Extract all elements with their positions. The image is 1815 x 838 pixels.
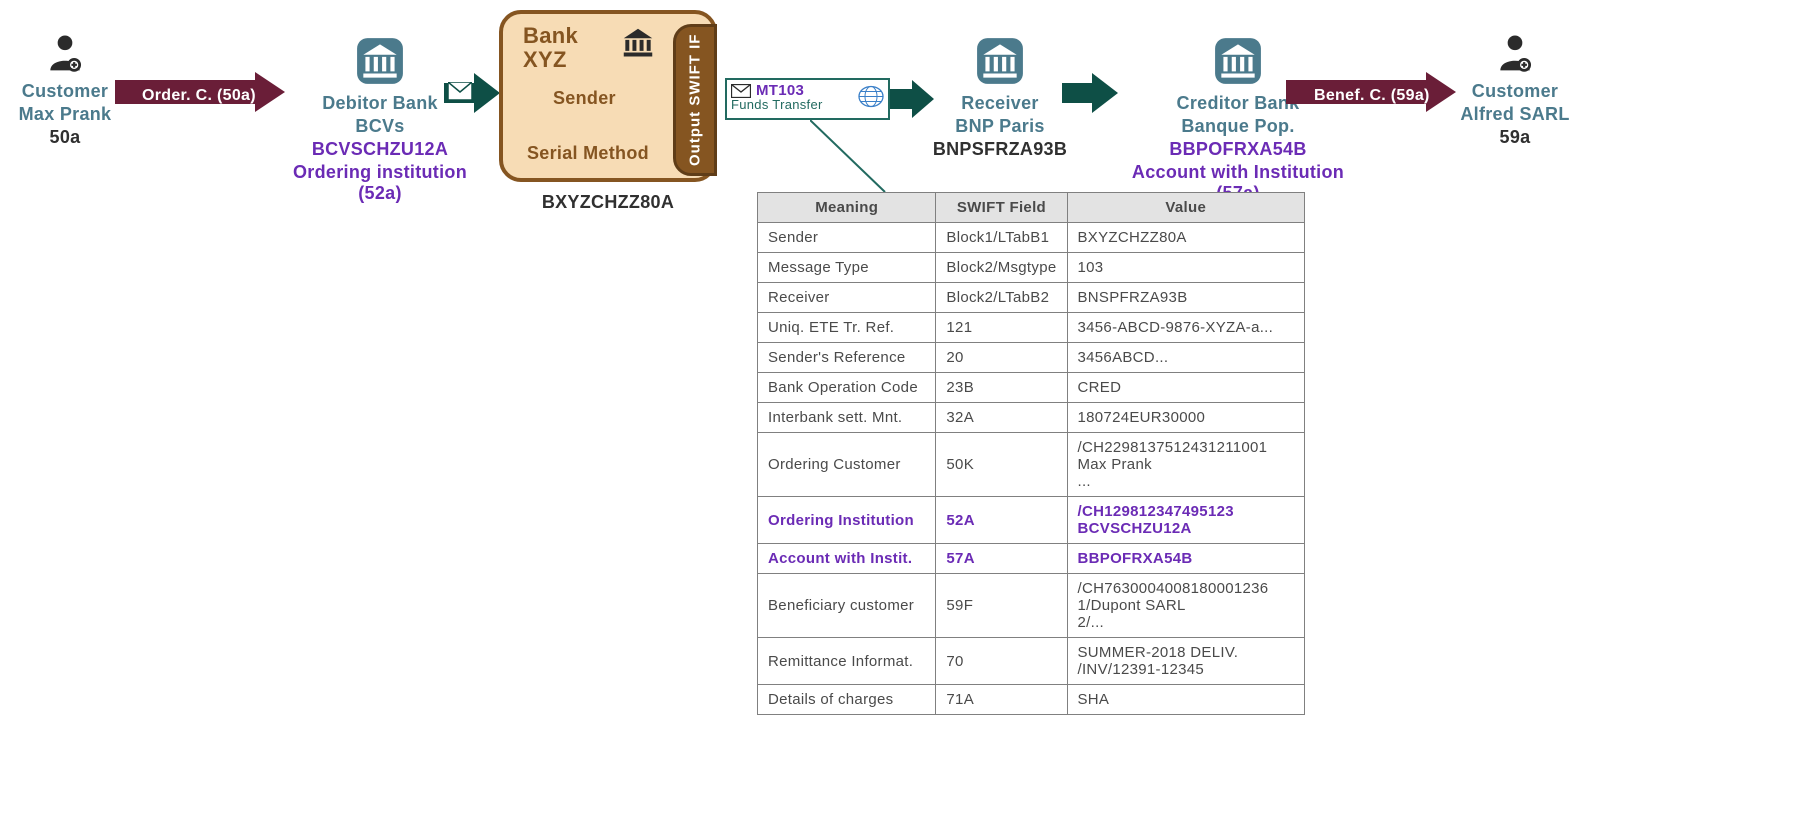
table-cell: BXYZCHZZ80A: [1067, 223, 1305, 253]
bankxyz-name: Bank XYZ: [523, 24, 578, 72]
table-row: ReceiverBlock2/LTabB2BNSPFRZA93B: [758, 283, 1305, 313]
table-cell: Message Type: [758, 253, 936, 283]
table-cell: 70: [936, 638, 1067, 685]
table-row: Beneficiary customer59F/CH76300040081800…: [758, 574, 1305, 638]
receiver-bank: Receiver BNP Paris BNPSFRZA93B: [930, 36, 1070, 160]
table-cell: 50K: [936, 433, 1067, 497]
table-row: Details of charges71ASHA: [758, 685, 1305, 715]
creditor-swift: BBPOFRXA54B: [1108, 139, 1368, 160]
table-cell: 59F: [936, 574, 1067, 638]
table-cell: Block2/LTabB2: [936, 283, 1067, 313]
table-cell: /CH2298137512431211001 Max Prank ...: [1067, 433, 1305, 497]
table-row: Ordering Customer50K/CH22981375124312110…: [758, 433, 1305, 497]
table-row: Interbank sett. Mnt.32A180724EUR30000: [758, 403, 1305, 433]
table-cell: BNSPFRZA93B: [1067, 283, 1305, 313]
mt103-message: MT103 Funds Transfer: [725, 78, 890, 120]
debitor-swift: BCVSCHZU12A: [280, 139, 480, 160]
receiver-swift: BNPSFRZA93B: [930, 139, 1070, 160]
customer-left-code: 50a: [10, 127, 120, 148]
table-cell: Interbank sett. Mnt.: [758, 403, 936, 433]
connector-line: [810, 120, 900, 200]
bank-icon: [619, 24, 657, 67]
table-cell: 23B: [936, 373, 1067, 403]
table-cell: 180724EUR30000: [1067, 403, 1305, 433]
table-cell: /CH129812347495123 BCVSCHZU12A: [1067, 497, 1305, 544]
customer-right-title: Customer Alfred SARL: [1455, 80, 1575, 125]
envelope-icon: [448, 82, 472, 100]
table-cell: Account with Instit.: [758, 544, 936, 574]
table-cell: Block2/Msgtype: [936, 253, 1067, 283]
table-cell: Details of charges: [758, 685, 936, 715]
table-cell: SHA: [1067, 685, 1305, 715]
creditor-bank: Creditor Bank Banque Pop. BBPOFRXA54B Ac…: [1108, 36, 1368, 204]
table-cell: 52A: [936, 497, 1067, 544]
table-header: Value: [1067, 193, 1305, 223]
customer-right-code: 59a: [1455, 127, 1575, 148]
table-cell: Sender: [758, 223, 936, 253]
bankxyz-serial: Serial Method: [527, 143, 649, 164]
table-cell: Sender's Reference: [758, 343, 936, 373]
table-row: Sender's Reference203456ABCD...: [758, 343, 1305, 373]
envelope-icon: [731, 84, 751, 98]
arrow-teal-2: [890, 80, 934, 118]
customer-right: Customer Alfred SARL 59a: [1455, 30, 1575, 148]
table-cell: Ordering Customer: [758, 433, 936, 497]
table-cell: 3456ABCD...: [1067, 343, 1305, 373]
table-cell: BBPOFRXA54B: [1067, 544, 1305, 574]
table-cell: Beneficiary customer: [758, 574, 936, 638]
table-row: Ordering Institution52A/CH12981234749512…: [758, 497, 1305, 544]
table-row: Account with Instit.57ABBPOFRXA54B: [758, 544, 1305, 574]
arrow-benef-label: Benef. C. (59a): [1302, 83, 1442, 109]
table-cell: Ordering Institution: [758, 497, 936, 544]
table-cell: SUMMER-2018 DELIV. /INV/12391-12345: [1067, 638, 1305, 685]
output-swift-label: Output SWIFT IF: [673, 24, 717, 176]
table-cell: 57A: [936, 544, 1067, 574]
table-cell: Block1/LTabB1: [936, 223, 1067, 253]
bank-xyz-box: Bank XYZ Sender Serial Method Output SWI…: [499, 10, 717, 182]
table-row: SenderBlock1/LTabB1BXYZCHZZ80A: [758, 223, 1305, 253]
table-cell: Receiver: [758, 283, 936, 313]
table-cell: 71A: [936, 685, 1067, 715]
table-row: Bank Operation Code23BCRED: [758, 373, 1305, 403]
bankxyz-swift-code: BXYZCHZZ80A: [542, 192, 674, 212]
table-cell: 103: [1067, 253, 1305, 283]
table-cell: CRED: [1067, 373, 1305, 403]
swift-globe-icon: [858, 86, 884, 113]
table-row: Remittance Informat.70SUMMER-2018 DELIV.…: [758, 638, 1305, 685]
table-cell: 121: [936, 313, 1067, 343]
table-cell: Uniq. ETE Tr. Ref.: [758, 313, 936, 343]
swift-fields-table: MeaningSWIFT FieldValue SenderBlock1/LTa…: [757, 192, 1305, 715]
table-cell: Bank Operation Code: [758, 373, 936, 403]
table-cell: 32A: [936, 403, 1067, 433]
arrow-order-label: Order. C. (50a): [130, 83, 268, 109]
table-cell: 3456-ABCD-9876-XYZA-a...: [1067, 313, 1305, 343]
table-cell: /CH7630004008180001236 1/Dupont SARL 2/.…: [1067, 574, 1305, 638]
table-row: Message TypeBlock2/Msgtype103: [758, 253, 1305, 283]
table-cell: Remittance Informat.: [758, 638, 936, 685]
table-header: SWIFT Field: [936, 193, 1067, 223]
table-cell: 20: [936, 343, 1067, 373]
table-header: Meaning: [758, 193, 936, 223]
table-row: Uniq. ETE Tr. Ref.1213456-ABCD-9876-XYZA…: [758, 313, 1305, 343]
bankxyz-sender: Sender: [553, 88, 616, 109]
customer-left-title: Customer Max Prank: [10, 80, 120, 125]
debitor-sub: Ordering institution (52a): [280, 162, 480, 204]
bank-icon: [930, 36, 1070, 86]
person-icon: [1455, 30, 1575, 74]
receiver-title: Receiver BNP Paris: [930, 92, 1070, 137]
person-icon: [10, 30, 120, 74]
debitor-bank: Debitor Bank BCVs BCVSCHZU12A Ordering i…: [280, 36, 480, 204]
customer-left: Customer Max Prank 50a: [10, 30, 120, 148]
bankxyz-code-wrap: BXYZCHZZ80A: [499, 192, 717, 213]
